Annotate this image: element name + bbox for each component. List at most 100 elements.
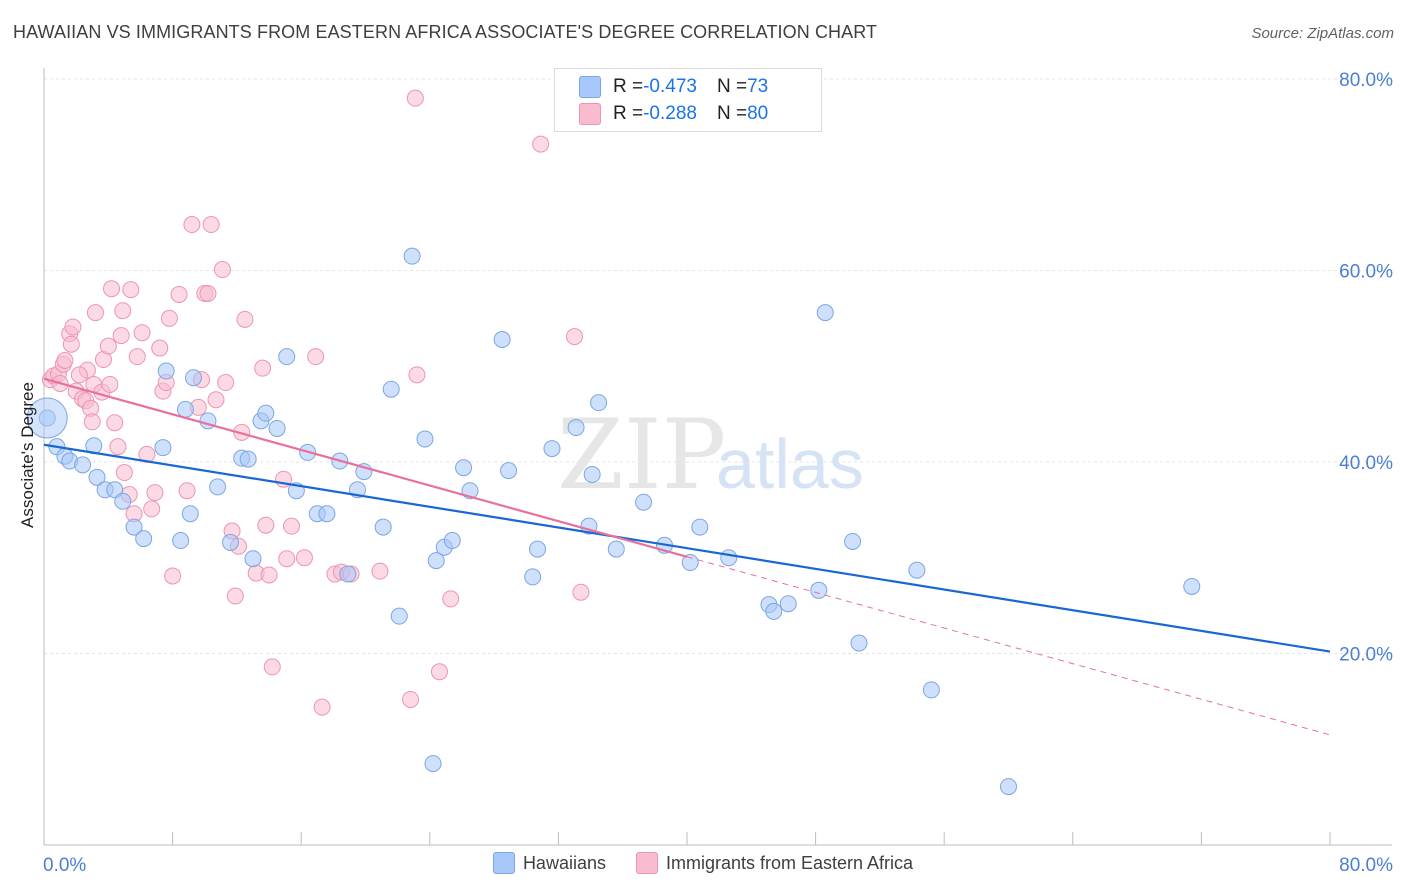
y-axis-label: Associate's Degree <box>18 382 37 528</box>
chart-title: HAWAIIAN VS IMMIGRANTS FROM EASTERN AFRI… <box>13 22 878 42</box>
point-hawaiians <box>681 554 699 572</box>
gridlines <box>44 78 1392 654</box>
point-eastern-africa <box>402 690 420 708</box>
point-hawaiians <box>922 681 940 699</box>
watermark: ZIP atlas <box>557 399 864 511</box>
point-hawaiians <box>607 540 625 558</box>
point-hawaiians <box>106 481 124 499</box>
point-hawaiians-large <box>26 397 68 439</box>
point-eastern-africa <box>226 587 244 605</box>
point-eastern-africa <box>106 414 124 432</box>
r-label: R = <box>613 76 644 97</box>
point-hawaiians <box>244 550 262 568</box>
point-eastern-africa <box>164 567 182 585</box>
bottom-legend: Hawaiians Immigrants from Eastern Africa <box>0 852 1406 874</box>
point-hawaiians <box>209 478 227 496</box>
point-eastern-africa <box>236 310 254 328</box>
point-hawaiians <box>424 755 442 773</box>
point-hawaiians <box>567 419 585 437</box>
point-hawaiians <box>779 595 797 613</box>
point-eastern-africa <box>199 284 217 302</box>
point-hawaiians <box>816 304 834 322</box>
point-eastern-africa <box>146 484 164 502</box>
point-hawaiians <box>176 400 194 418</box>
point-hawaiians <box>88 468 106 486</box>
axes <box>43 68 1392 846</box>
point-hawaiians <box>154 439 172 457</box>
point-eastern-africa <box>260 566 278 584</box>
point-eastern-africa <box>143 500 161 518</box>
point-hawaiians <box>268 419 286 437</box>
point-hawaiians <box>720 549 738 567</box>
point-hawaiians <box>221 533 239 551</box>
point-hawaiians <box>691 518 709 536</box>
point-hawaiians <box>135 530 153 548</box>
point-eastern-africa <box>83 413 101 431</box>
point-eastern-africa <box>115 464 133 482</box>
point-hawaiians <box>455 459 473 477</box>
y-tick-label: 80.0% <box>1339 70 1393 91</box>
point-hawaiians <box>635 493 653 511</box>
point-hawaiians <box>765 602 783 620</box>
n-label: N = <box>716 76 748 97</box>
stats-row-eastern-africa: R = -0.288 N = 80 <box>579 102 768 126</box>
watermark-zip: ZIP <box>557 399 726 511</box>
point-eastern-africa <box>313 698 331 716</box>
trend-line-eastern-africa <box>43 377 688 558</box>
point-eastern-africa <box>112 327 130 345</box>
point-hawaiians <box>390 607 408 625</box>
point-hawaiians <box>908 561 926 579</box>
watermark-atlas: atlas <box>716 425 864 503</box>
point-hawaiians <box>125 518 143 536</box>
stats-swatch-eastern-africa <box>579 103 601 125</box>
r-label: R = <box>613 103 644 124</box>
y-tick-label: 40.0% <box>1339 453 1393 474</box>
trend-line-eastern-africa-extension <box>686 556 1331 736</box>
legend-label-hawaiians: Hawaiians <box>522 852 606 873</box>
point-eastern-africa <box>207 391 225 409</box>
stats-legend: R = -0.473 N = 73 R = -0.288 N = 80 <box>554 68 822 132</box>
point-hawaiians <box>500 462 518 480</box>
point-hawaiians <box>810 581 828 599</box>
point-hawaiians <box>443 532 461 550</box>
x-tick-label-min: 0.0% <box>43 855 86 876</box>
r-value: -0.473 <box>643 76 697 97</box>
point-hawaiians <box>844 532 862 550</box>
point-eastern-africa <box>430 663 448 681</box>
point-hawaiians <box>339 565 357 583</box>
series-eastern-africa <box>41 89 590 716</box>
point-eastern-africa <box>283 517 301 535</box>
legend-label-eastern-africa: Immigrants from Eastern Africa <box>665 852 914 873</box>
point-hawaiians <box>114 492 132 510</box>
point-hawaiians <box>543 440 561 458</box>
point-eastern-africa <box>101 375 119 393</box>
point-eastern-africa <box>133 324 151 342</box>
point-eastern-africa <box>408 366 426 384</box>
legend-item-eastern-africa[interactable]: Immigrants from Eastern Africa <box>635 852 914 874</box>
stats-swatch-hawaiians <box>579 76 601 98</box>
trend-lines <box>43 377 1331 736</box>
n-label: N = <box>716 103 748 124</box>
series-hawaiians <box>26 247 1201 796</box>
legend-item-hawaiians[interactable]: Hawaiians <box>492 852 606 874</box>
point-eastern-africa <box>565 328 583 346</box>
point-hawaiians <box>493 330 511 348</box>
point-eastern-africa <box>86 304 104 322</box>
n-value: 73 <box>747 76 769 97</box>
point-eastern-africa <box>257 516 275 534</box>
point-eastern-africa <box>295 549 313 567</box>
point-hawaiians <box>257 404 275 422</box>
point-hawaiians <box>1000 778 1017 796</box>
point-eastern-africa <box>103 280 121 298</box>
point-eastern-africa <box>62 335 80 353</box>
point-hawaiians <box>850 634 868 652</box>
point-eastern-africa <box>56 352 74 370</box>
point-eastern-africa <box>170 285 188 303</box>
point-hawaiians <box>181 505 199 523</box>
point-hawaiians <box>374 518 392 536</box>
point-eastern-africa <box>160 309 178 327</box>
point-hawaiians <box>157 362 175 380</box>
point-hawaiians <box>427 552 445 570</box>
point-eastern-africa <box>254 359 272 377</box>
